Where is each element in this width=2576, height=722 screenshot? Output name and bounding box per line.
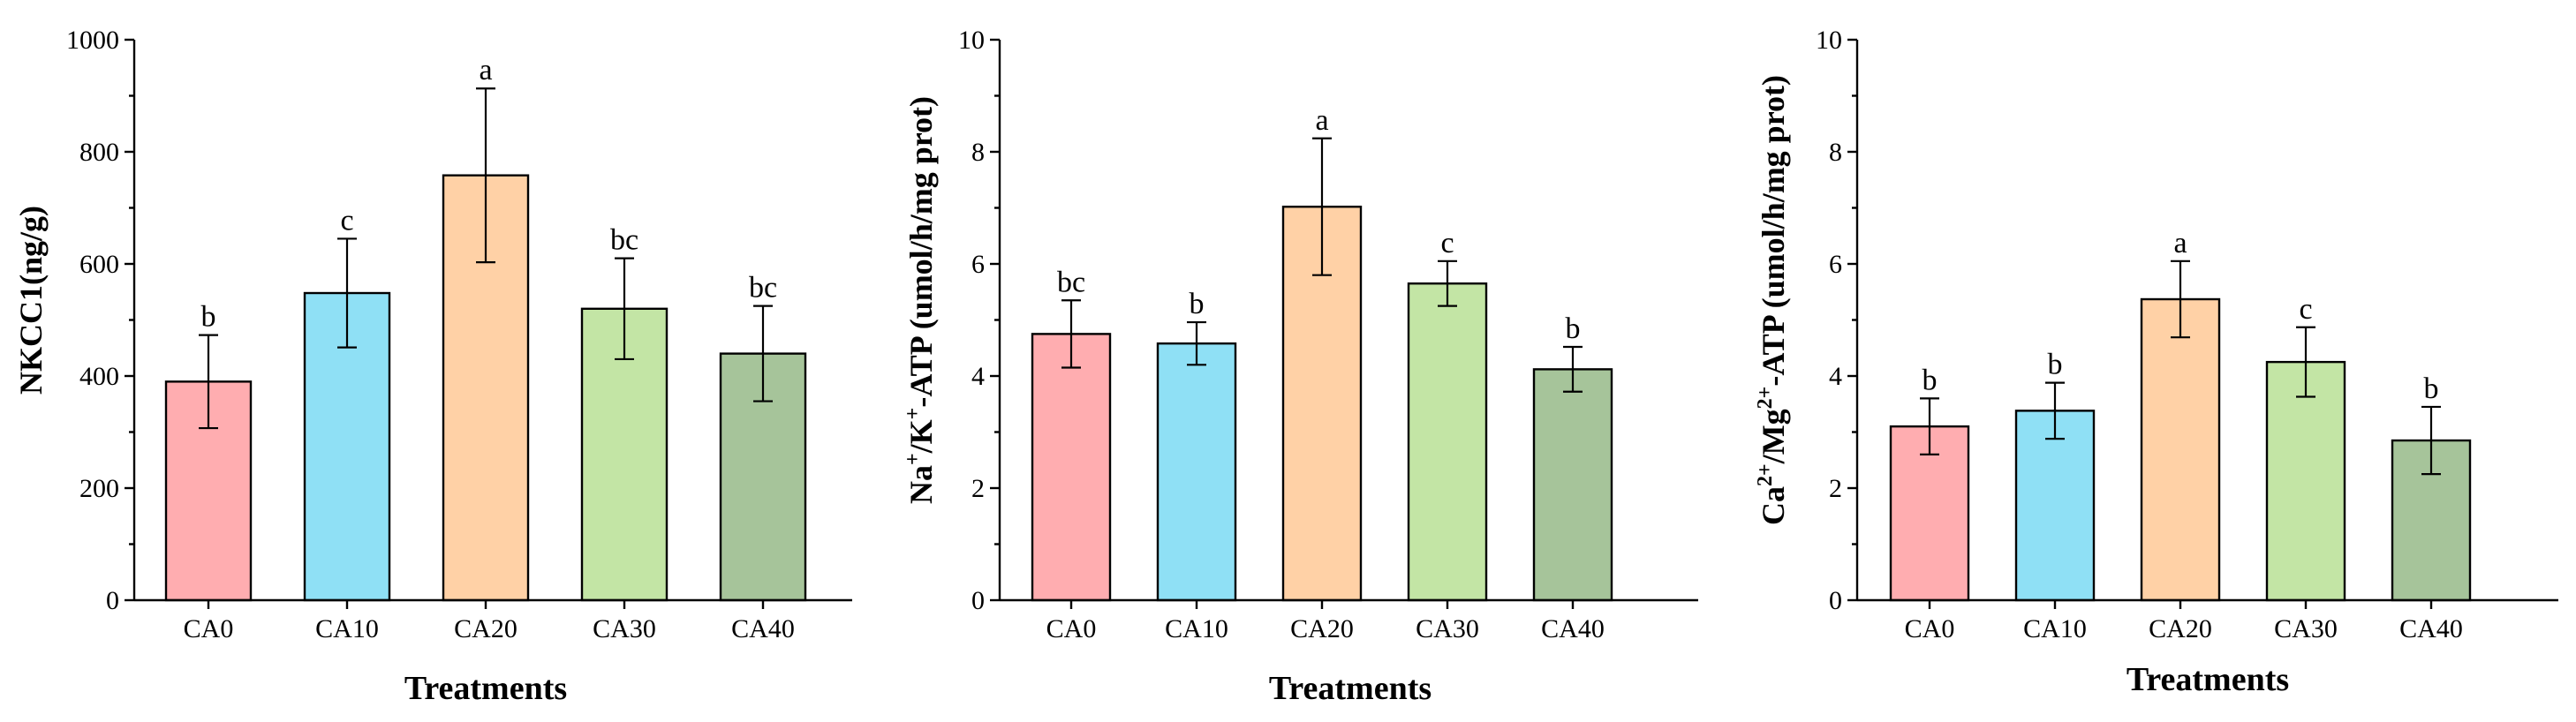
y-tick-label: 0 — [1829, 586, 1842, 615]
y-tick-label: 600 — [79, 250, 119, 279]
significance-label: bc — [1057, 266, 1085, 298]
y-tick-label: 6 — [971, 250, 985, 279]
significance-label: b — [2424, 372, 2439, 405]
x-tick-label: CA30 — [2274, 614, 2338, 643]
x-axis-label: Treatments — [1269, 670, 1432, 707]
x-tick-label: CA10 — [2023, 614, 2087, 643]
bar-ca40 — [1532, 368, 1613, 602]
y-tick-label: 10 — [958, 26, 985, 55]
significance-label: c — [340, 204, 353, 237]
x-tick-label: CA40 — [1541, 614, 1605, 643]
significance-label: bc — [749, 272, 777, 305]
y-axis-label: Ca2+/Mg2+-ATP (umol/h/mg prot) — [1754, 75, 1791, 525]
y-label-part: -ATP (umol/h/mg prot) — [1756, 75, 1791, 387]
bar-ca30 — [2265, 360, 2346, 602]
x-tick-label: CA20 — [1290, 614, 1354, 643]
y-tick-label: 8 — [1829, 138, 1842, 167]
x-axis-label: Treatments — [2127, 661, 2289, 698]
y-label-part: Ca — [1756, 486, 1791, 525]
significance-label: a — [479, 54, 492, 86]
error-bar — [199, 334, 218, 430]
significance-label: a — [1315, 104, 1328, 137]
y-tick-label: 1000 — [66, 26, 119, 55]
error-bar — [1312, 137, 1332, 276]
y-label-part: -ATP (umol/h/mg prot) — [903, 96, 939, 408]
bar-ca0 — [1031, 333, 1112, 602]
error-bar — [615, 257, 634, 361]
error-bar — [1438, 259, 1457, 307]
error-bar — [2296, 326, 2315, 398]
significance-label: b — [1566, 312, 1581, 345]
y-label-part: Na — [903, 465, 939, 504]
x-tick-label: CA40 — [2399, 614, 2463, 643]
y-tick-label: 2 — [971, 474, 985, 503]
x-tick-label: CA30 — [593, 614, 656, 643]
x-tick-label: CA0 — [1046, 614, 1097, 643]
significance-label: c — [1440, 227, 1454, 259]
y-label-part: /K — [903, 419, 939, 454]
y-tick-label: 4 — [971, 362, 985, 391]
error-bar — [753, 305, 773, 402]
y-label-sup: + — [902, 408, 925, 420]
error-bar — [2171, 259, 2190, 339]
y-tick-label: 400 — [79, 362, 119, 391]
x-tick-label: CA20 — [2149, 614, 2212, 643]
error-bar — [337, 237, 357, 349]
significance-label: c — [2299, 293, 2312, 326]
y-tick-label: 800 — [79, 138, 119, 167]
y-axis-label: Na+/K+-ATP (umol/h/mg prot) — [902, 96, 939, 504]
y-tick-label: 8 — [971, 138, 985, 167]
y-label-sup: 2+ — [1754, 463, 1777, 486]
x-tick-label: CA10 — [1165, 614, 1228, 643]
error-bar — [2421, 405, 2441, 476]
bar-ca20 — [2140, 297, 2221, 602]
y-tick-label: 2 — [1829, 474, 1842, 503]
significance-label: b — [2048, 349, 2063, 381]
nkcc1-chart: NKCC1(ng/g) Treatments b CA0 c CA10 a CA20 bc C… — [13, 26, 852, 707]
x-tick-label: CA20 — [454, 614, 517, 643]
y-tick-label: 200 — [79, 474, 119, 503]
y-tick-label: 10 — [1816, 26, 1842, 55]
x-tick-label: CA0 — [184, 614, 234, 643]
y-tick-label: 4 — [1829, 362, 1842, 391]
y-tick-label: 0 — [106, 586, 119, 615]
bar-ca10 — [1156, 342, 1237, 602]
significance-label: a — [2173, 227, 2187, 259]
error-bar — [2045, 381, 2065, 440]
error-bar — [1563, 345, 1583, 393]
x-tick-label: CA10 — [315, 614, 379, 643]
significance-label: bc — [610, 224, 638, 257]
x-axis-label: Treatments — [404, 670, 567, 707]
y-label-part: /Mg — [1756, 409, 1791, 464]
y-tick-label: 6 — [1829, 250, 1842, 279]
error-bar — [1920, 397, 1939, 455]
significance-label: b — [1190, 288, 1205, 320]
significance-label: b — [201, 301, 216, 334]
y-label-sup: + — [902, 453, 925, 465]
error-bar — [1187, 320, 1206, 366]
x-tick-label: CA0 — [1905, 614, 1955, 643]
na-k-atpase-chart: Na+/K+-ATP (umol/h/mg prot) Treatments b… — [902, 26, 1698, 707]
ca-mg-atpase-chart: Ca2+/Mg2+-ATP (umol/h/mg prot) Treatment… — [1754, 26, 2558, 698]
bar-ca30 — [1407, 282, 1488, 602]
y-axis-label: NKCC1(ng/g) — [13, 206, 49, 395]
x-tick-label: CA40 — [731, 614, 795, 643]
error-bar — [1061, 299, 1081, 369]
y-label-sup: 2+ — [1754, 387, 1777, 410]
y-tick-label: 0 — [971, 586, 985, 615]
significance-label: b — [1923, 364, 1938, 396]
error-bar — [476, 87, 495, 264]
x-tick-label: CA30 — [1416, 614, 1479, 643]
